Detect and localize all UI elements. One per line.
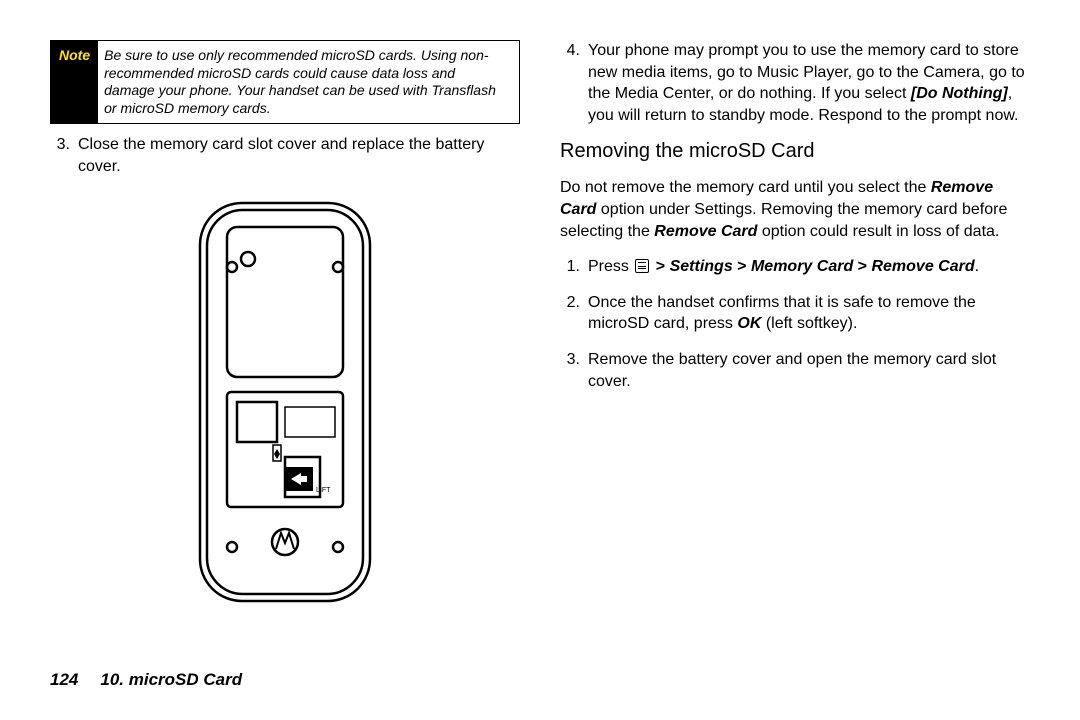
phone-back-diagram: LIFT [185, 197, 385, 607]
menu-icon [635, 259, 649, 273]
right-step-4: 4. Your phone may prompt you to use the … [560, 40, 1030, 126]
step-number: 2. [560, 292, 580, 335]
step-number: 4. [560, 40, 580, 126]
step-4: 4. Your phone may prompt you to use the … [560, 40, 1030, 126]
note-box: Note Be sure to use only recommended mic… [50, 40, 520, 124]
step-text: Your phone may prompt you to use the mem… [588, 40, 1030, 126]
step-number: 1. [560, 256, 580, 278]
two-column-layout: Note Be sure to use only recommended mic… [50, 40, 1030, 650]
remove-step-3: 3. Remove the battery cover and open the… [560, 349, 1030, 392]
chapter-title: 10. microSD Card [100, 670, 242, 689]
step-number: 3. [560, 349, 580, 392]
step-text: Press > Settings > Memory Card > Remove … [588, 256, 979, 278]
remove-steps: 1. Press > Settings > Memory Card > Remo… [560, 256, 1030, 392]
page-number: 124 [50, 670, 78, 689]
note-text: Be sure to use only recommended microSD … [98, 41, 519, 123]
remove-step-2: 2. Once the handset confirms that it is … [560, 292, 1030, 335]
left-column: Note Be sure to use only recommended mic… [50, 40, 520, 650]
step-text: Close the memory card slot cover and rep… [78, 134, 520, 177]
note-label: Note [51, 41, 98, 123]
right-column: 4. Your phone may prompt you to use the … [560, 40, 1030, 650]
step-3: 3. Close the memory card slot cover and … [50, 134, 520, 177]
step-text: Once the handset confirms that it is saf… [588, 292, 1030, 335]
step-text: Remove the battery cover and open the me… [588, 349, 1030, 392]
page-footer: 124 10. microSD Card [50, 670, 242, 690]
intro-paragraph: Do not remove the memory card until you … [560, 177, 1030, 242]
step-number: 3. [50, 134, 70, 177]
lift-label: LIFT [316, 487, 331, 494]
remove-step-1: 1. Press > Settings > Memory Card > Remo… [560, 256, 1030, 278]
section-heading: Removing the microSD Card [560, 140, 1030, 163]
left-steps: 3. Close the memory card slot cover and … [50, 134, 520, 177]
